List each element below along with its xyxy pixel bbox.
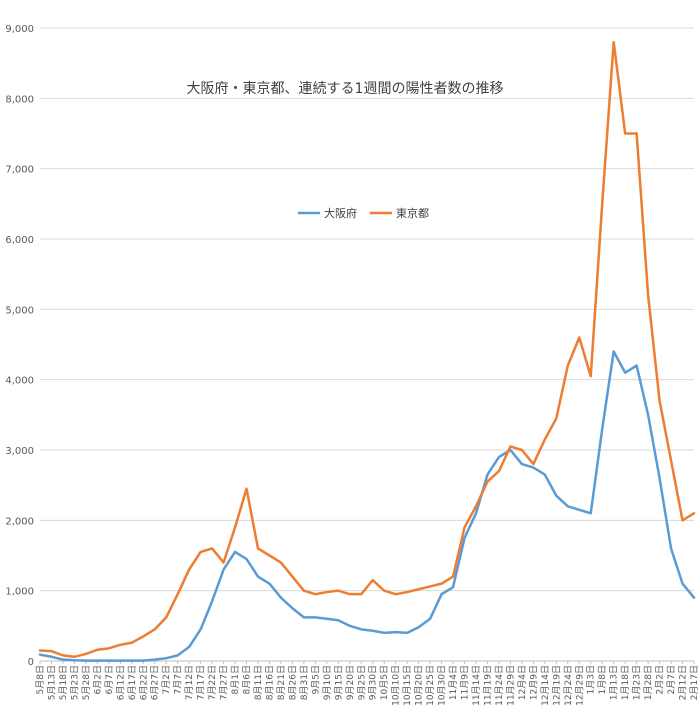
x-tick-label: 7月12日 — [184, 665, 195, 700]
x-tick-label: 9月20日 — [345, 665, 356, 700]
x-tick-label: 1月3日 — [586, 665, 597, 694]
x-tick-label: 7月2日 — [161, 665, 172, 694]
x-tick-label: 8月11日 — [253, 665, 264, 700]
series-lines — [38, 40, 696, 662]
x-tick-label: 8月1日 — [230, 665, 241, 694]
x-tick-label: 6月7日 — [104, 665, 115, 694]
x-tick-label: 10月30日 — [437, 665, 448, 706]
x-tick-label: 10月20日 — [414, 665, 425, 706]
y-tick-label: 9,000 — [5, 24, 34, 35]
x-tick-label: 11月29日 — [505, 665, 516, 706]
x-tick-label: 12月14日 — [540, 665, 551, 706]
x-tick-label: 1月8日 — [597, 665, 608, 694]
x-tick-label: 8月16日 — [264, 665, 275, 700]
x-tick-label: 2月7日 — [666, 665, 677, 694]
x-tick-label: 6月12日 — [115, 665, 126, 700]
x-tick-label: 9月25日 — [356, 665, 367, 700]
x-tick-label: 12月9日 — [528, 665, 539, 700]
x-tick-label: 5月23日 — [69, 665, 80, 700]
x-tick-label: 8月26日 — [287, 665, 298, 700]
x-tick-label: 2月12日 — [678, 665, 689, 700]
y-tick-label: 7,000 — [5, 165, 34, 176]
x-tick-label: 2月17日 — [689, 665, 700, 700]
x-tick-label: 1月13日 — [609, 665, 620, 700]
x-tick-label: 7月7日 — [173, 665, 184, 694]
x-tick-label: 5月13日 — [46, 665, 57, 700]
y-tick-label: 6,000 — [5, 235, 34, 246]
x-tick-label: 12月24日 — [563, 665, 574, 706]
gridlines — [40, 27, 694, 662]
x-tick-label: 8月31日 — [299, 665, 310, 700]
y-tick-label: 2,000 — [5, 516, 34, 527]
x-tick-label: 1月28日 — [643, 665, 654, 700]
x-tick-label: 9月15日 — [333, 665, 344, 700]
x-tick-label: 11月24日 — [494, 665, 505, 706]
x-tick-label: 9月30日 — [368, 665, 379, 700]
x-tick-label: 7月22日 — [207, 665, 218, 700]
x-tick-label: 6月27日 — [150, 665, 161, 700]
y-tick-label: 4,000 — [5, 376, 34, 387]
x-tick-label: 8月21日 — [276, 665, 287, 700]
legend: 大阪府 東京都 — [298, 206, 429, 220]
x-tick-label: 1月23日 — [632, 665, 643, 700]
x-tick-label: 5月8日 — [35, 665, 46, 694]
x-tick-label: 9月5日 — [310, 665, 321, 694]
x-tick-label: 12月19日 — [551, 665, 562, 706]
y-tick-label: 8,000 — [5, 94, 34, 105]
x-tick-label: 11月14日 — [471, 665, 482, 706]
series-line-2 — [38, 40, 696, 659]
y-tick-label: 3,000 — [5, 446, 34, 457]
x-tick-label: 7月27日 — [219, 665, 230, 700]
series-line-1 — [38, 350, 696, 662]
chart-title: 大阪府・東京都、連続する1週間の陽性者数の推移 — [187, 80, 504, 97]
x-tick-label: 9月10日 — [322, 665, 333, 700]
x-tick-label: 8月6日 — [242, 665, 253, 694]
y-tick-label: 1,000 — [5, 587, 34, 598]
x-tick-label: 2月2日 — [655, 665, 666, 694]
x-tick-label: 6月2日 — [92, 665, 103, 694]
x-tick-label: 5月18日 — [58, 665, 69, 700]
x-tick-label: 10月25日 — [425, 665, 436, 706]
y-tick-label: 5,000 — [5, 305, 34, 316]
x-tick-label: 12月29日 — [574, 665, 585, 706]
x-tick-label: 12月4日 — [517, 665, 528, 700]
x-tick-label: 1月18日 — [620, 665, 631, 700]
x-tick-label: 11月9日 — [460, 665, 471, 700]
x-tick-label: 11月19日 — [482, 665, 493, 706]
x-tick-label: 7月17日 — [196, 665, 207, 700]
x-tick-label: 10月15日 — [402, 665, 413, 706]
x-tick-label: 5月28日 — [81, 665, 92, 700]
legend-label-1: 大阪府 — [324, 206, 357, 220]
y-tick-label: 0 — [28, 657, 34, 668]
legend-label-2: 東京都 — [396, 206, 429, 220]
x-tick-label: 6月17日 — [127, 665, 138, 700]
x-tick-label: 6月22日 — [138, 665, 149, 700]
x-tick-label: 10月10日 — [391, 665, 402, 706]
x-tick-label: 10月5日 — [379, 665, 390, 700]
axes: 0 1,000 2,000 3,000 4,000 5,000 6,000 7,000 8,00… — [5, 24, 700, 706]
x-tick-label: 11月4日 — [448, 665, 459, 700]
